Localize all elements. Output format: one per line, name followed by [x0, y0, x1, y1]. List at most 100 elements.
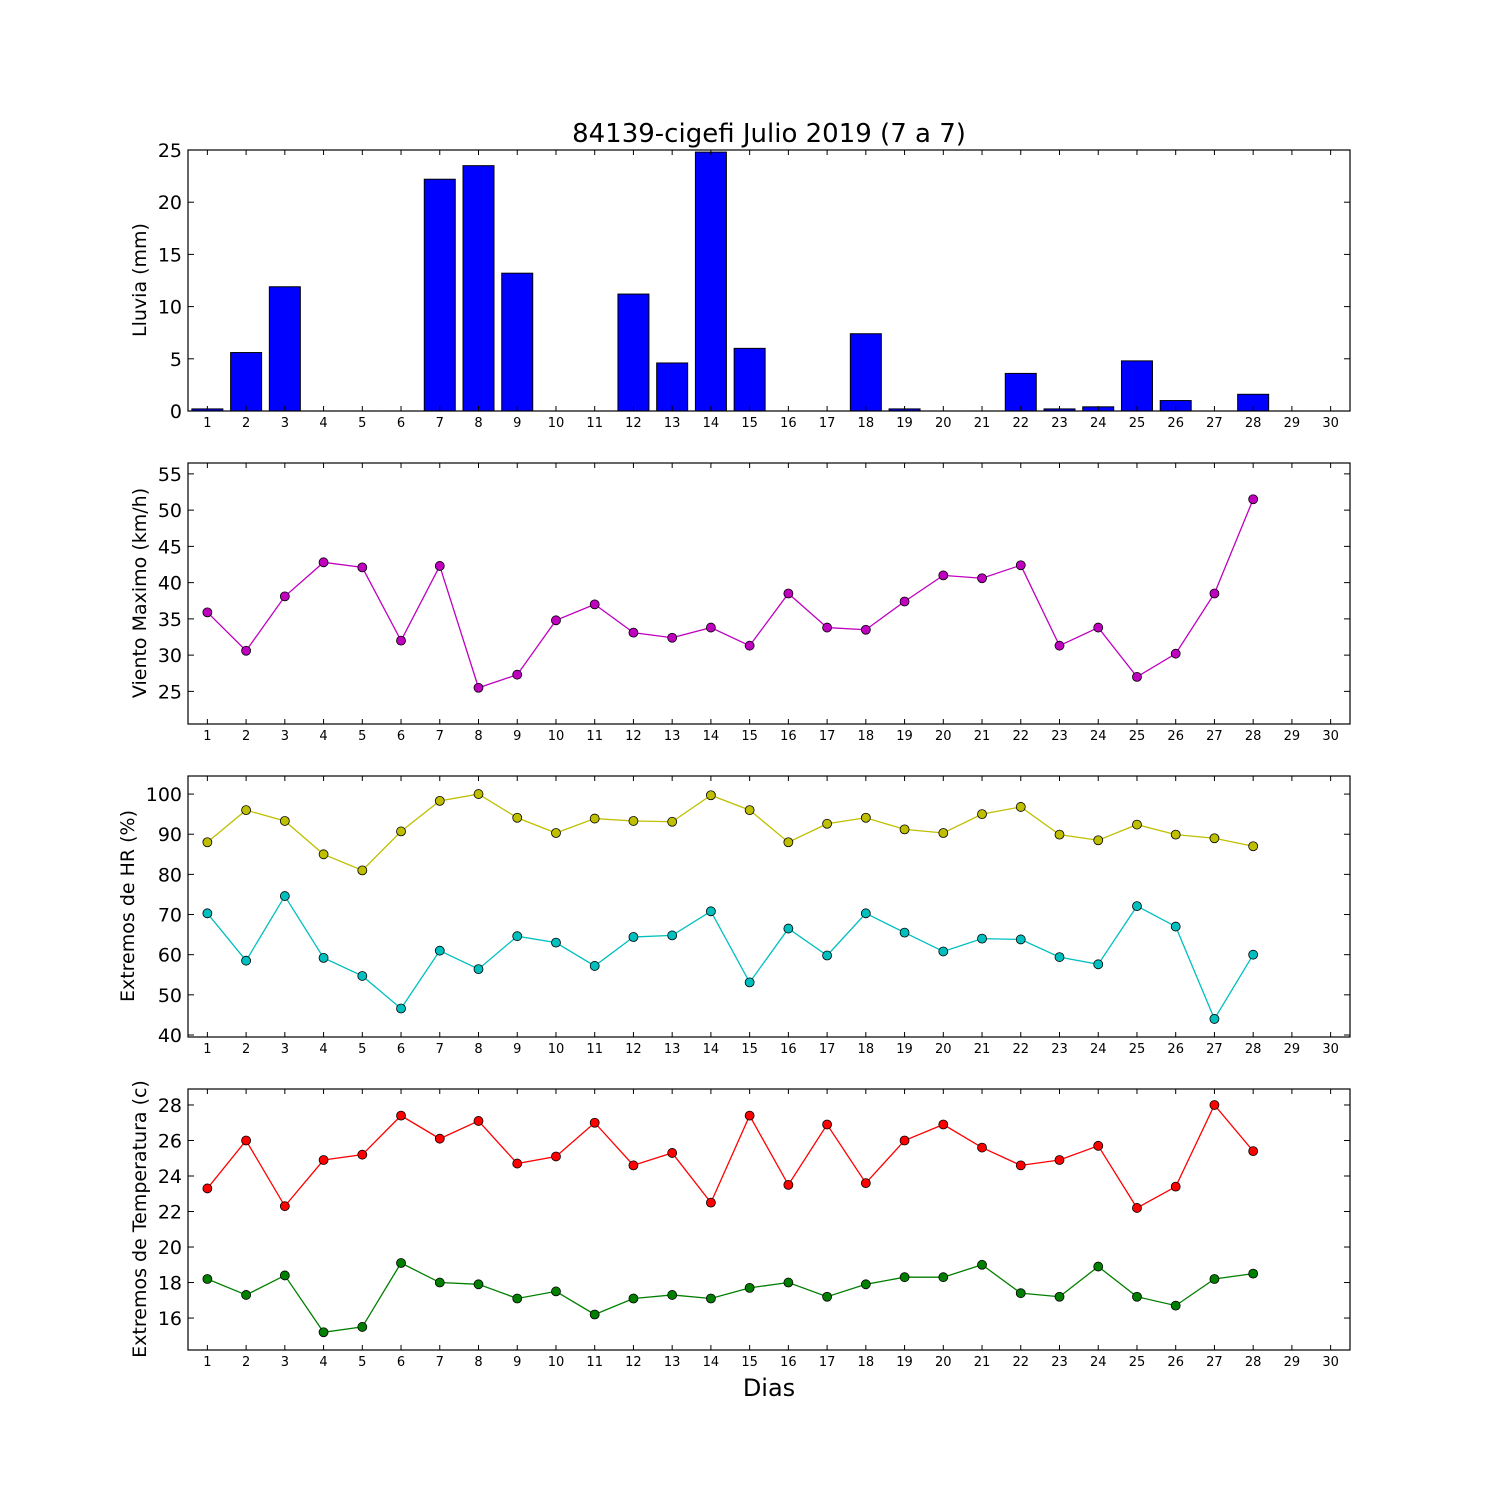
temperature-xtick-label: 28 — [1245, 1355, 1262, 1370]
wind-series-0-point-day-4 — [318, 557, 329, 568]
wind-series-0-point-day-12 — [628, 627, 639, 638]
humidity-ytick-label: 80 — [158, 864, 182, 886]
humidity-ytick-label: 50 — [158, 985, 182, 1007]
humidity-xtick-label: 21 — [974, 1042, 991, 1057]
temperature-series-0-point-day-23 — [1054, 1155, 1065, 1165]
rain-xtick-label: 16 — [780, 416, 797, 431]
humidity-xtick-label: 29 — [1284, 1042, 1301, 1057]
humidity-xtick-label: 7 — [436, 1042, 444, 1057]
humidity-series-0-point-day-28 — [1248, 841, 1259, 852]
temperature-series-0-point-day-3 — [279, 1201, 290, 1212]
temperature-xtick-label: 15 — [741, 1355, 758, 1370]
humidity-series-1-point-day-28 — [1248, 949, 1259, 960]
humidity-series-0-point-day-26 — [1170, 829, 1181, 840]
humidity-xtick-label: 24 — [1090, 1042, 1107, 1057]
humidity-xtick-label: 18 — [858, 1042, 875, 1057]
humidity-series-1-point-day-26 — [1170, 921, 1181, 932]
temperature-xtick-label: 6 — [397, 1355, 405, 1370]
temperature-series-0-point-day-7 — [434, 1133, 445, 1144]
wind-xtick-label: 23 — [1051, 729, 1068, 744]
temperature-axes-frame — [187, 1088, 1351, 1351]
temperature-series-1-point-day-15 — [744, 1282, 755, 1293]
wind-series-0-point-day-3 — [279, 591, 290, 602]
temperature-xtick-label: 8 — [474, 1355, 482, 1370]
humidity-xtick-label: 3 — [281, 1042, 289, 1057]
rain-xtick-label: 25 — [1129, 416, 1146, 431]
temperature-xtick-label: 24 — [1090, 1355, 1107, 1370]
temperature-series-0-point-day-5 — [357, 1149, 368, 1160]
temperature-series-1-point-day-14 — [706, 1293, 716, 1304]
wind-series-0-point-day-24 — [1093, 622, 1104, 633]
wind-ytick-label: 30 — [158, 645, 182, 667]
rain-bar-day-18 — [849, 333, 882, 412]
humidity-xtick-label: 12 — [625, 1042, 642, 1057]
rain-xtick-label: 23 — [1051, 416, 1068, 431]
rain-xtick-label: 4 — [319, 416, 327, 431]
rain-ytick-label: 5 — [170, 349, 182, 371]
humidity-series-0-point-day-5 — [357, 865, 368, 876]
humidity-series-0-point-day-1 — [202, 837, 213, 848]
wind-series-0-point-day-22 — [1015, 560, 1026, 571]
chart-title: 84139-cigefi Julio 2019 (7 a 7) — [572, 119, 966, 149]
temperature-ytick-label: 24 — [158, 1166, 182, 1188]
wind-xtick-label: 3 — [281, 729, 289, 744]
humidity-series-1-point-day-14 — [706, 906, 716, 917]
humidity-series-0-line — [206, 793, 1254, 872]
wind-series-0-point-day-28 — [1248, 494, 1259, 505]
temperature-xtick-label: 9 — [513, 1355, 521, 1370]
wind-series-0-point-day-18 — [860, 624, 871, 635]
rain-xtick-label: 11 — [586, 416, 603, 431]
humidity-series-1-point-day-10 — [551, 937, 561, 948]
temperature-series-1-point-day-1 — [202, 1274, 213, 1284]
temperature-series-0-point-day-16 — [783, 1179, 794, 1190]
wind-xtick-label: 2 — [242, 729, 250, 744]
humidity-xtick-label: 22 — [1012, 1042, 1029, 1057]
humidity-series-0-point-day-19 — [899, 824, 910, 835]
temperature-series-1-point-day-19 — [899, 1272, 910, 1283]
rain-ytick-label: 10 — [158, 297, 182, 319]
temperature-series-1-point-day-8 — [473, 1279, 484, 1290]
wind-xtick-label: 19 — [896, 729, 913, 744]
humidity-series-0-point-day-10 — [551, 828, 561, 838]
temperature-series-0-point-day-1 — [202, 1183, 213, 1194]
humidity-xtick-label: 11 — [586, 1042, 603, 1057]
temperature-xtick-label: 17 — [819, 1355, 836, 1370]
humidity-xtick-label: 8 — [474, 1042, 482, 1057]
humidity-series-0-point-day-3 — [279, 816, 290, 826]
humidity-series-0-point-day-18 — [860, 812, 871, 823]
temperature-xtick-label: 1 — [203, 1355, 211, 1370]
rain-ytick-label: 20 — [158, 192, 182, 214]
humidity-series-0-point-day-22 — [1015, 802, 1026, 812]
wind-series-0-point-day-5 — [357, 562, 368, 573]
temperature-xtick-label: 5 — [358, 1355, 366, 1370]
rain-xtick-label: 17 — [819, 416, 836, 431]
rain-xtick-label: 6 — [397, 416, 405, 431]
wind-xtick-label: 28 — [1245, 729, 1262, 744]
wind-xtick-label: 22 — [1012, 729, 1029, 744]
wind-series-0-point-day-13 — [667, 632, 678, 643]
wind-ytick-label: 50 — [158, 500, 182, 522]
wind-ytick-label: 55 — [158, 464, 182, 486]
temperature-series-1-line — [207, 1262, 1254, 1333]
temperature-series-0-point-day-8 — [473, 1116, 484, 1126]
humidity-series-1-point-day-21 — [977, 933, 987, 944]
wind-ytick-label: 25 — [158, 681, 182, 703]
humidity-series-1-point-day-12 — [628, 932, 639, 942]
temperature-series-0-point-day-21 — [977, 1142, 987, 1153]
temperature-xtick-label: 18 — [858, 1355, 875, 1370]
humidity-ytick-label: 100 — [146, 784, 182, 806]
temperature-series-1-point-day-4 — [318, 1327, 329, 1338]
rain-xtick-label: 29 — [1284, 416, 1301, 431]
wind-series-0-point-day-26 — [1170, 648, 1181, 659]
humidity-xtick-label: 13 — [664, 1042, 681, 1057]
temperature-series-1-point-day-23 — [1054, 1291, 1065, 1302]
temperature-xtick-label: 30 — [1322, 1355, 1339, 1370]
humidity-series-0-point-day-20 — [938, 828, 949, 838]
humidity-xtick-label: 28 — [1245, 1042, 1262, 1057]
wind-series-0-point-day-17 — [822, 622, 832, 633]
humidity-series-1-point-day-20 — [938, 946, 949, 957]
humidity-xtick-label: 16 — [780, 1042, 797, 1057]
rain-bar-day-15 — [733, 347, 766, 412]
rain-bar-day-2 — [230, 352, 263, 412]
